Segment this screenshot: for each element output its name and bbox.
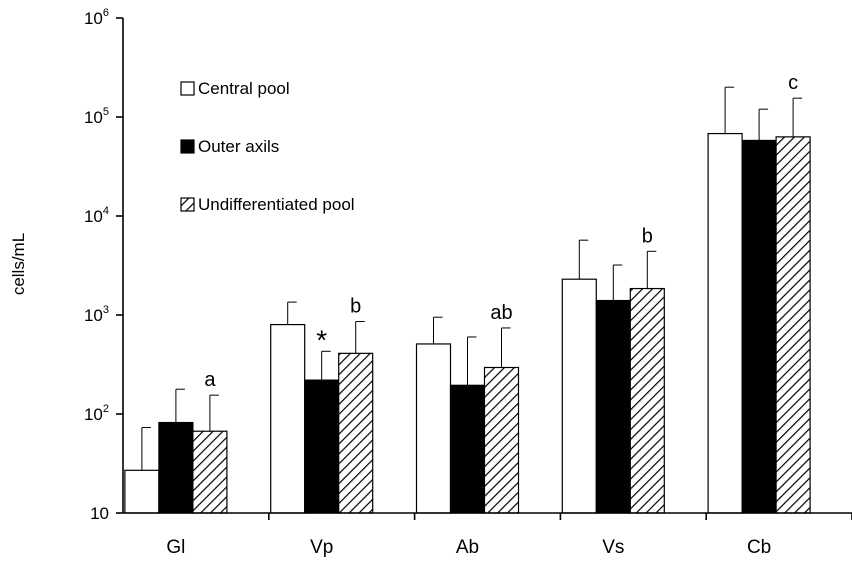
bar-gl-outer-axils — [158, 421, 194, 514]
annotation-ab-letter: ab — [490, 302, 512, 324]
annotation-gl-letter: a — [204, 369, 216, 391]
annotation-vp-asterisk: * — [316, 324, 327, 355]
y-tick-exponent: 6 — [103, 7, 109, 19]
x-tick-label-cb: Cb — [747, 537, 771, 558]
x-tick-label-vs: Vs — [602, 537, 624, 558]
bar-gl-central-pool — [124, 469, 160, 514]
y-tick-base: 10 — [84, 207, 103, 226]
y-tick-label: 102 — [84, 403, 109, 424]
bar-vp-outer-axils — [304, 379, 340, 514]
annotation-vp-letter: b — [350, 295, 361, 317]
bars — [124, 132, 811, 514]
error-bars — [141, 86, 803, 471]
y-tick-base: 10 — [84, 306, 103, 325]
legend-label-outer-axils: Outer axils — [198, 137, 279, 156]
bar-vp-undifferentiated-pool — [338, 352, 374, 514]
bar-cb-undifferentiated-pool — [775, 136, 811, 514]
legend-label-undifferentiated-pool: Undifferentiated pool — [198, 195, 355, 214]
annotations: a * b ab b c — [204, 72, 798, 391]
bar-vs-central-pool — [561, 278, 597, 514]
y-tick-exponent: 2 — [103, 403, 109, 415]
annotation-vs-letter: b — [642, 225, 653, 247]
legend: Central pool Outer axils Undifferentiated … — [180, 79, 355, 214]
legend-swatch-outer-axils — [180, 139, 195, 154]
annotation-cb-letter: c — [788, 72, 798, 94]
y-tick-label: 10 — [90, 504, 109, 523]
bar-ab-undifferentiated-pool — [483, 366, 520, 514]
y-tick-exponent: 4 — [103, 205, 109, 217]
y-tick-exponent: 5 — [103, 106, 109, 118]
y-axis-label: cells/mL — [9, 233, 28, 295]
y-tick-label: 106 — [84, 7, 109, 28]
x-axis-ticks: Gl Vp Ab Vs Cb — [166, 513, 852, 558]
bar-vs-undifferentiated-pool — [629, 287, 665, 514]
y-tick-base: 10 — [84, 9, 103, 28]
bar-vs-outer-axils — [595, 299, 631, 514]
y-tick-label: 105 — [84, 106, 109, 127]
x-tick-label-gl: Gl — [166, 537, 185, 558]
legend-swatch-central-pool — [180, 81, 195, 96]
y-tick-label: 103 — [84, 304, 109, 325]
bar-ab-central-pool — [415, 343, 452, 514]
bar-vp-central-pool — [270, 323, 306, 514]
y-tick-label: 104 — [84, 205, 109, 226]
x-tick-label-vp: Vp — [310, 537, 333, 558]
y-tick-base: 10 — [90, 504, 109, 523]
y-tick-base: 10 — [84, 108, 103, 127]
legend-label-central-pool: Central pool — [198, 79, 290, 98]
bar-cb-outer-axils — [741, 139, 777, 514]
bar-cb-central-pool — [707, 132, 743, 514]
y-tick-base: 10 — [84, 405, 103, 424]
bar-ab-outer-axils — [449, 384, 486, 514]
legend-swatch-undifferentiated-pool — [180, 197, 195, 212]
y-tick-exponent: 3 — [103, 304, 109, 316]
bar-gl-undifferentiated-pool — [192, 430, 228, 514]
x-tick-label-ab: Ab — [456, 537, 479, 558]
